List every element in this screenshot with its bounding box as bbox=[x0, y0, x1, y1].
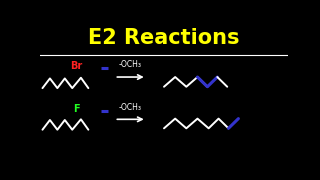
Text: F: F bbox=[73, 104, 79, 114]
Text: E2 Reactions: E2 Reactions bbox=[88, 28, 240, 48]
Text: -OCH₃: -OCH₃ bbox=[119, 103, 142, 112]
Text: Br: Br bbox=[70, 61, 82, 71]
Text: -OCH₃: -OCH₃ bbox=[119, 60, 142, 69]
